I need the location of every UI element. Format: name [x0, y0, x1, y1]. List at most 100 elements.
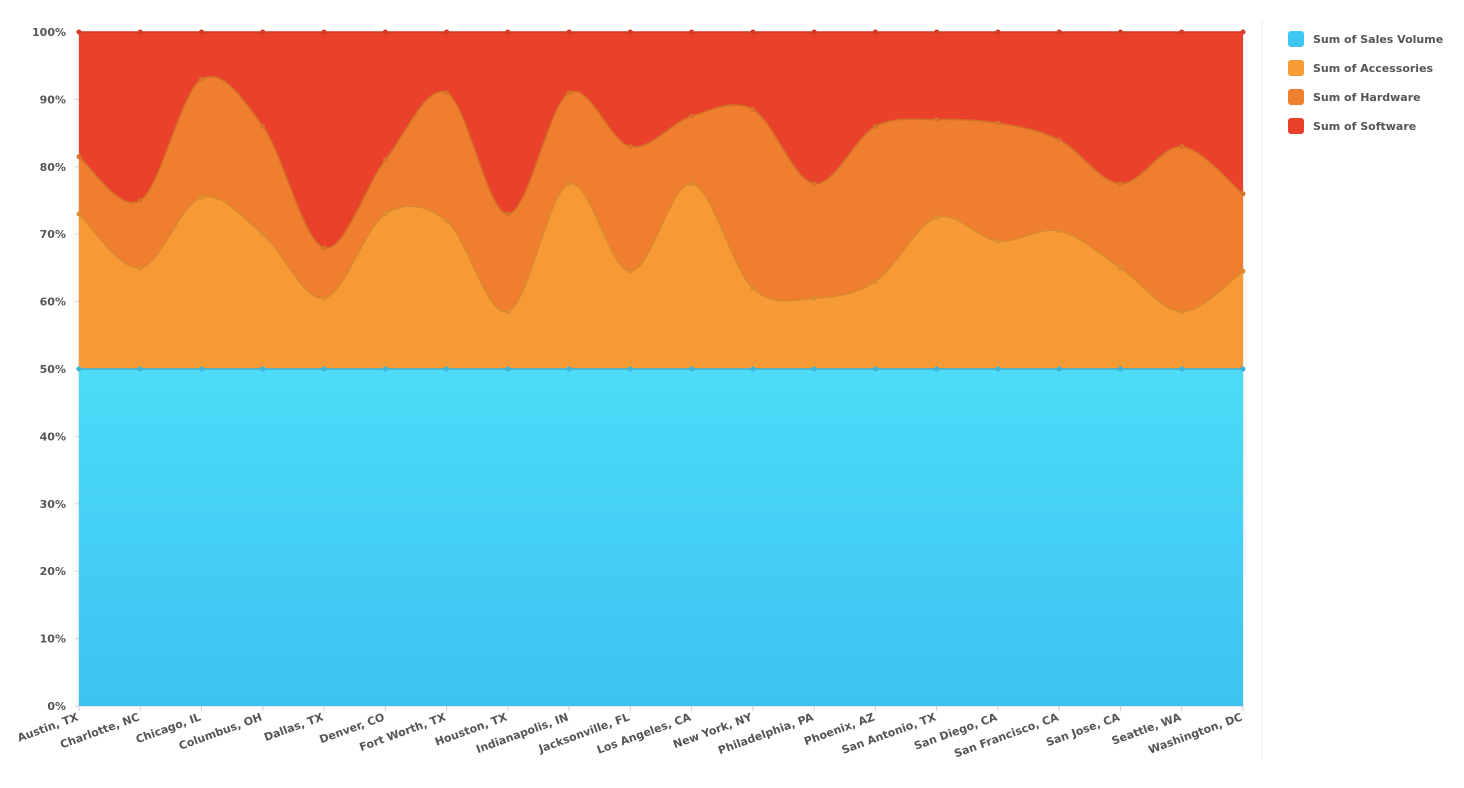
- point: [260, 366, 266, 372]
- point: [1117, 181, 1123, 187]
- point: [750, 366, 756, 372]
- point: [627, 366, 633, 372]
- point: [995, 366, 1001, 372]
- point: [995, 238, 1001, 244]
- point: [382, 157, 388, 163]
- area: [79, 32, 1243, 249]
- point: [137, 265, 143, 271]
- point: [505, 211, 511, 217]
- point: [566, 29, 572, 35]
- legend-swatch: [1288, 31, 1304, 47]
- point: [137, 29, 143, 35]
- point: [1056, 366, 1062, 372]
- point: [750, 285, 756, 291]
- y-tick-label: 20%: [40, 565, 66, 578]
- legend: Sum of Sales Volume Sum of Accessories Sum…: [1288, 31, 1443, 134]
- legend-swatch: [1288, 118, 1304, 134]
- y-tick-label: 0%: [47, 700, 66, 713]
- point: [444, 218, 450, 224]
- point: [1179, 309, 1185, 315]
- point: [137, 366, 143, 372]
- x-tick-label: San Francisco, CA: [952, 710, 1060, 760]
- point: [934, 214, 940, 220]
- point: [1056, 228, 1062, 234]
- point: [811, 181, 817, 187]
- point: [321, 295, 327, 301]
- y-tick-label: 70%: [40, 228, 66, 241]
- point: [934, 117, 940, 123]
- point: [76, 29, 82, 35]
- point: [689, 113, 695, 119]
- point: [627, 268, 633, 274]
- point: [872, 123, 878, 129]
- point: [811, 29, 817, 35]
- point: [872, 366, 878, 372]
- point: [321, 29, 327, 35]
- point: [811, 295, 817, 301]
- point: [382, 366, 388, 372]
- point: [505, 29, 511, 35]
- x-tick-label: Dallas, TX: [262, 710, 325, 744]
- y-tick-label: 90%: [40, 93, 66, 106]
- point: [1117, 265, 1123, 271]
- area: [79, 183, 1243, 369]
- y-tick-label: 40%: [40, 430, 66, 443]
- point: [1179, 366, 1185, 372]
- point: [444, 366, 450, 372]
- point: [1117, 29, 1123, 35]
- y-tick-label: 80%: [40, 161, 66, 174]
- point: [382, 211, 388, 217]
- legend-label: Sum of Accessories: [1313, 62, 1434, 75]
- point: [1240, 366, 1246, 372]
- point: [76, 211, 82, 217]
- point: [1056, 137, 1062, 143]
- point: [260, 123, 266, 129]
- point: [934, 29, 940, 35]
- point: [444, 90, 450, 96]
- point: [566, 90, 572, 96]
- legend-label: Sum of Hardware: [1313, 91, 1421, 104]
- point: [76, 366, 82, 372]
- y-tick-label: 60%: [40, 296, 66, 309]
- point: [811, 366, 817, 372]
- point: [1240, 268, 1246, 274]
- point: [1179, 29, 1185, 35]
- y-tick-label: 10%: [40, 633, 66, 646]
- legend-swatch: [1288, 89, 1304, 105]
- point: [934, 366, 940, 372]
- point: [627, 144, 633, 150]
- point: [444, 29, 450, 35]
- y-tick-label: 50%: [40, 363, 66, 376]
- point: [689, 29, 695, 35]
- point: [505, 309, 511, 315]
- y-tick-label: 100%: [32, 26, 66, 39]
- point: [199, 76, 205, 82]
- point: [627, 29, 633, 35]
- point: [566, 366, 572, 372]
- point: [1179, 144, 1185, 150]
- area: [79, 76, 1243, 313]
- point: [689, 181, 695, 187]
- point: [995, 29, 1001, 35]
- point: [321, 366, 327, 372]
- point: [1056, 29, 1062, 35]
- point: [1240, 191, 1246, 197]
- point: [689, 366, 695, 372]
- point: [199, 29, 205, 35]
- point: [872, 278, 878, 284]
- point: [750, 29, 756, 35]
- point: [321, 245, 327, 251]
- point: [750, 107, 756, 113]
- point: [260, 29, 266, 35]
- point: [260, 231, 266, 237]
- point: [199, 194, 205, 200]
- legend-label: Sum of Software: [1313, 120, 1416, 133]
- point: [1117, 366, 1123, 372]
- point: [1240, 29, 1246, 35]
- legend-swatch: [1288, 60, 1304, 76]
- point: [76, 154, 82, 160]
- point: [382, 29, 388, 35]
- point: [137, 198, 143, 203]
- y-tick-label: 30%: [40, 498, 66, 511]
